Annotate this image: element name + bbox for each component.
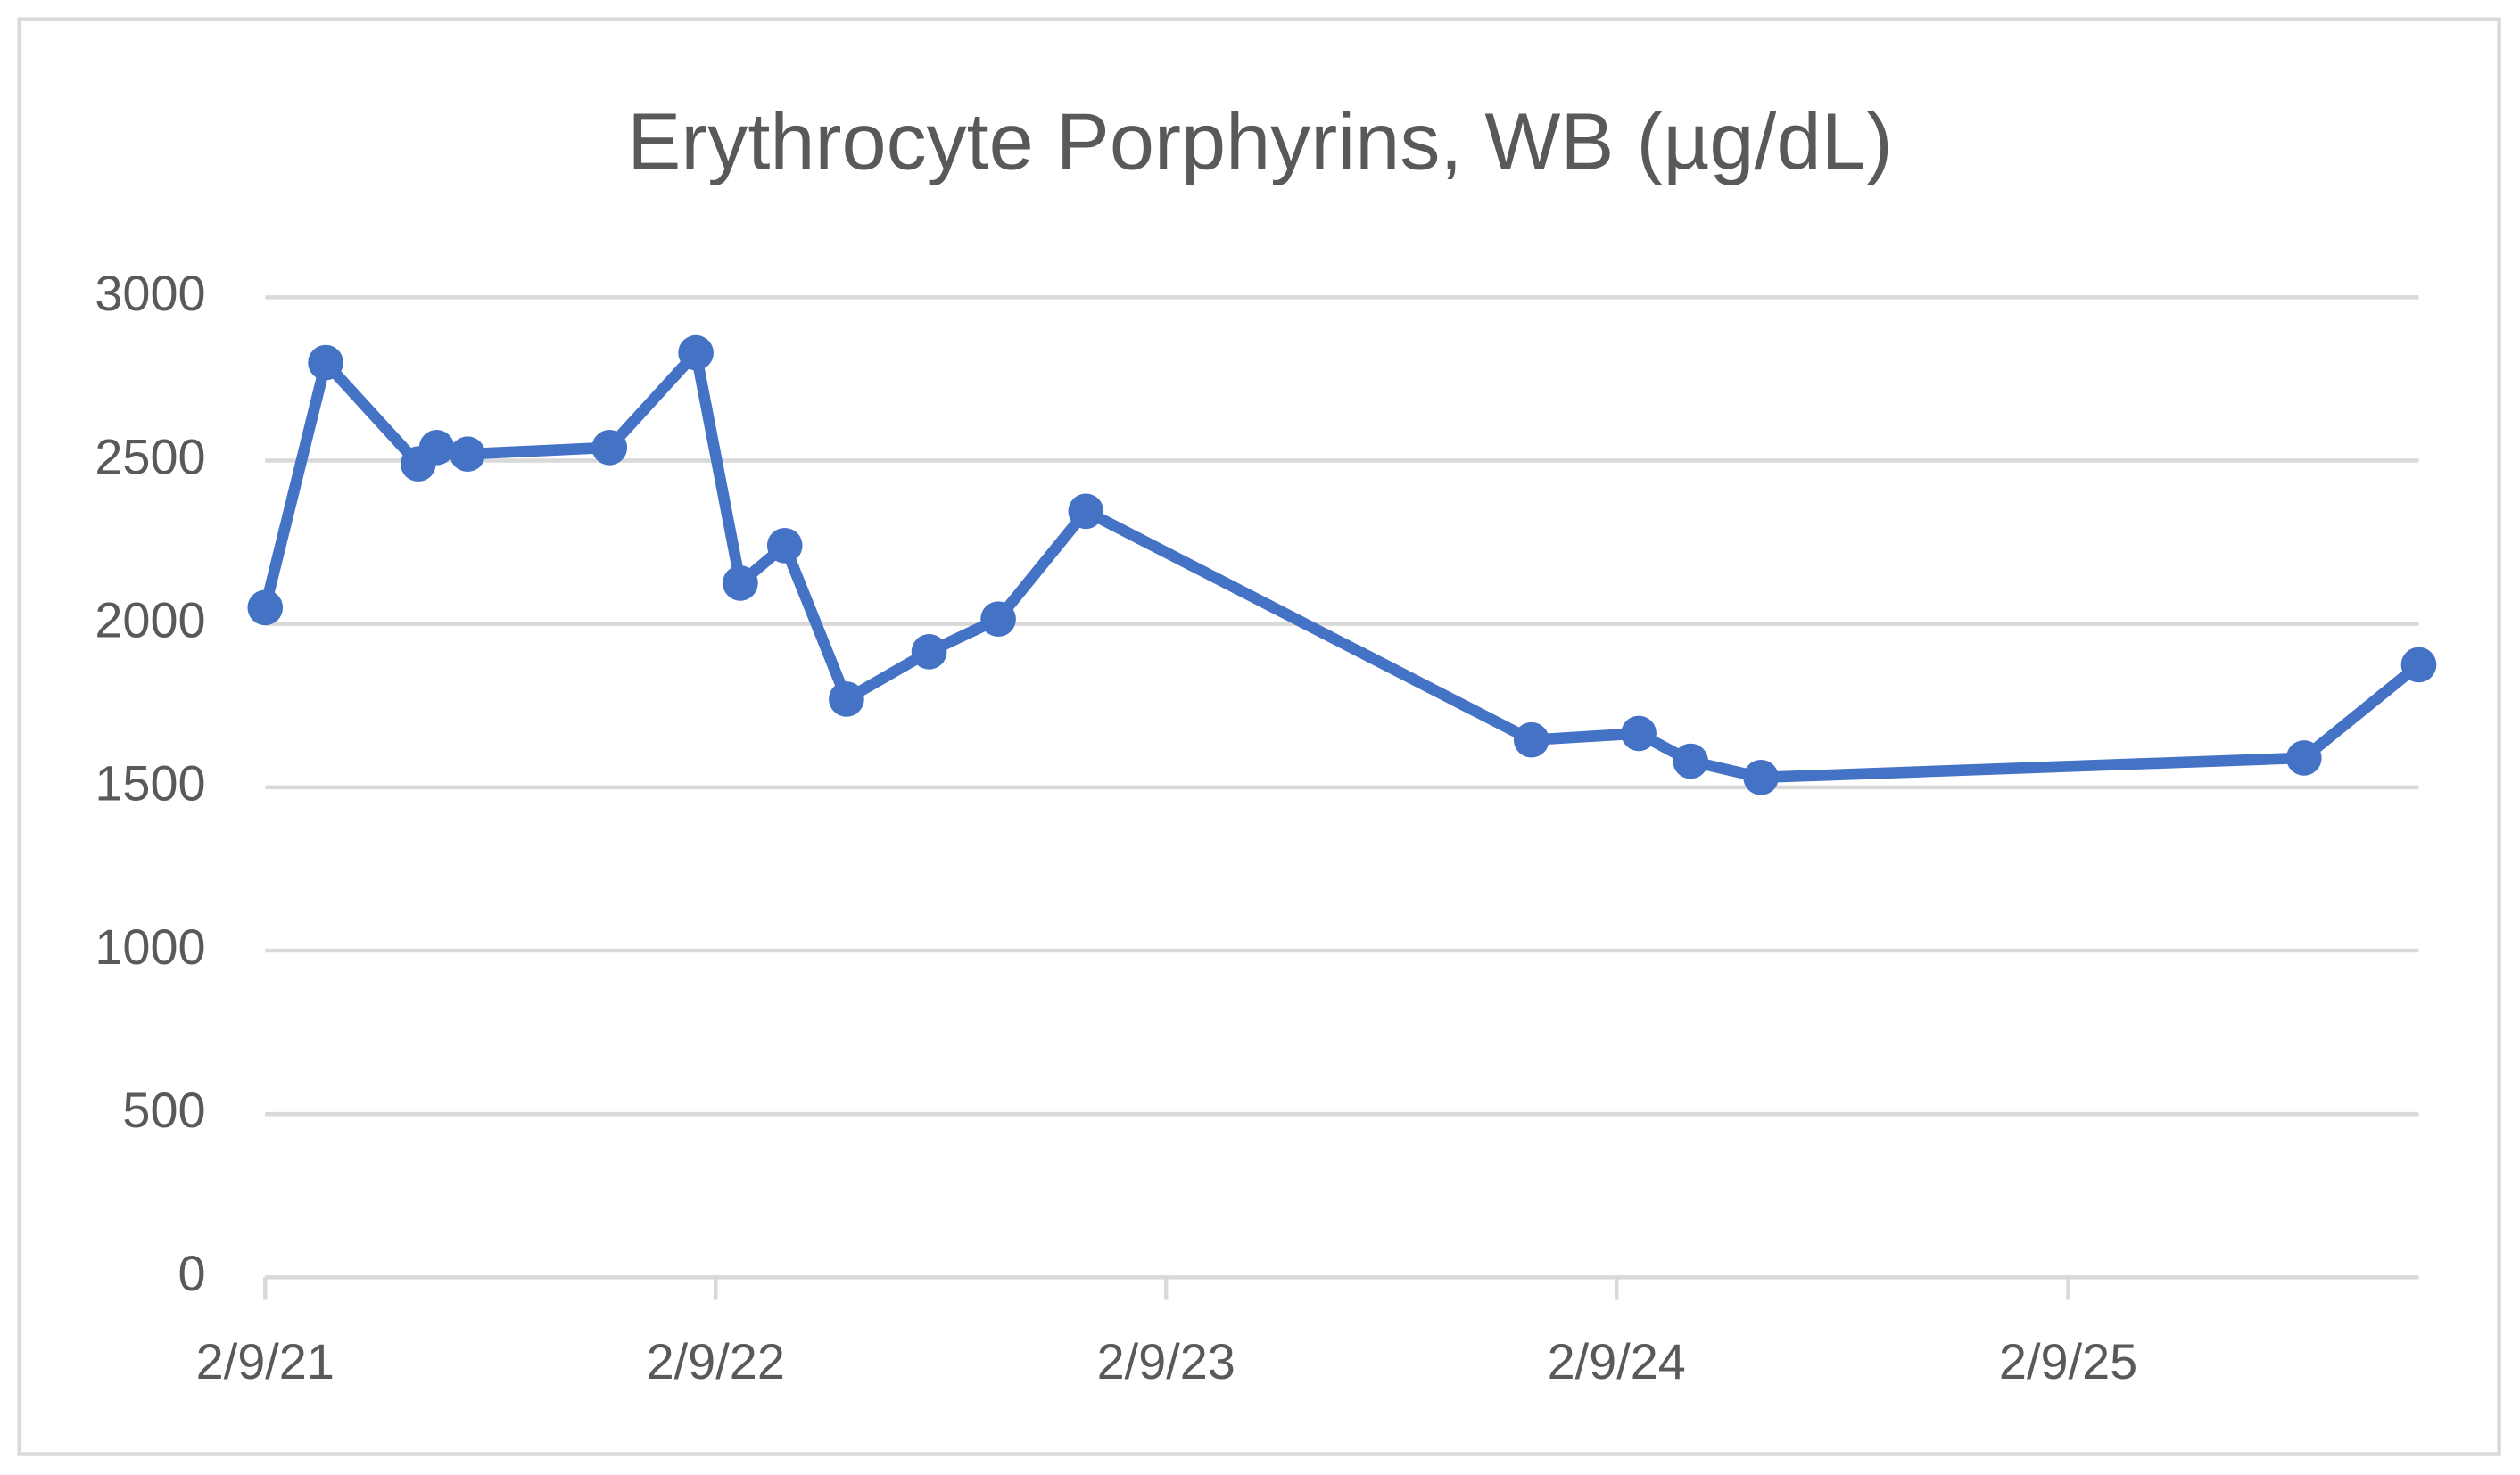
data-point <box>1621 715 1657 752</box>
data-point <box>1513 721 1549 758</box>
x-tick-label: 2/9/21 <box>196 1333 335 1389</box>
data-point <box>591 430 628 466</box>
chart-title: Erythrocyte Porphyrins, WB (µg/dL) <box>627 97 1893 187</box>
data-point <box>418 430 455 466</box>
data-point <box>2286 740 2322 776</box>
y-tick-label: 2000 <box>95 591 205 647</box>
data-point <box>1743 760 1779 795</box>
chart-frame <box>17 17 2501 1456</box>
x-tick-label: 2/9/25 <box>1999 1333 2137 1389</box>
y-tick-label: 1500 <box>95 755 205 812</box>
y-tick-label: 0 <box>178 1245 206 1301</box>
data-point <box>911 634 947 670</box>
data-point <box>450 436 485 473</box>
data-point <box>829 681 864 717</box>
data-point <box>308 344 343 381</box>
data-point <box>723 565 758 601</box>
data-point <box>1068 493 1104 530</box>
y-tick-label: 1000 <box>95 919 205 975</box>
data-point <box>247 589 284 626</box>
y-tick-label: 2500 <box>95 428 205 484</box>
y-tick-label: 3000 <box>95 265 205 321</box>
x-tick-label: 2/9/22 <box>647 1333 785 1389</box>
data-point <box>980 601 1016 638</box>
data-point <box>2400 647 2437 683</box>
data-point <box>1673 743 1709 779</box>
data-point <box>766 527 803 564</box>
x-tick-label: 2/9/23 <box>1097 1333 1235 1389</box>
x-tick-label: 2/9/24 <box>1548 1333 1686 1389</box>
data-point <box>678 334 714 371</box>
y-tick-label: 500 <box>122 1082 205 1138</box>
